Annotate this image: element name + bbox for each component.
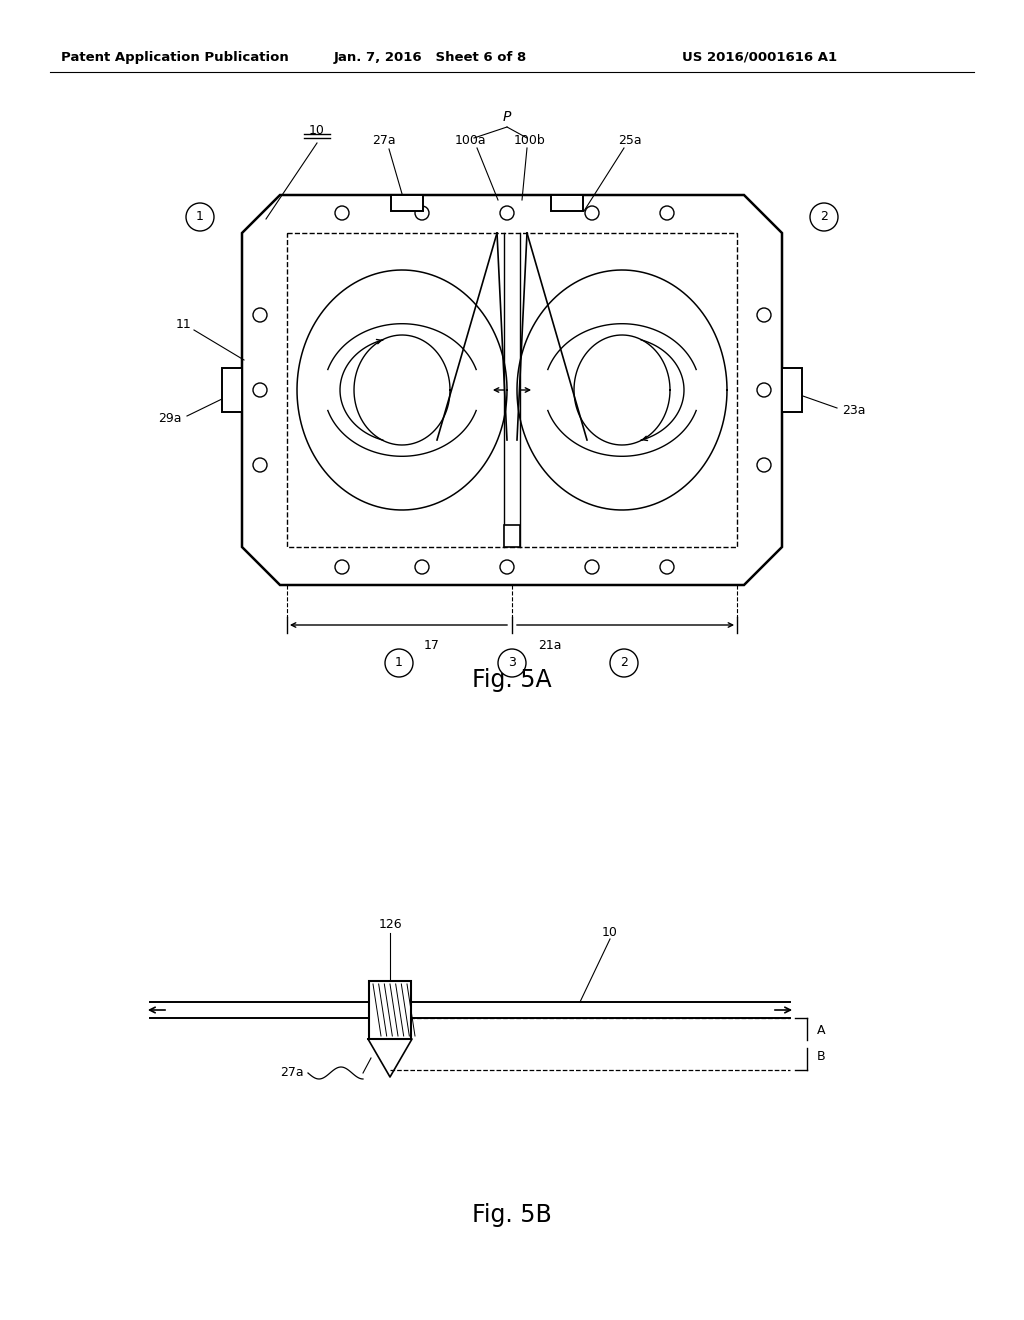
Text: Fig. 5A: Fig. 5A	[472, 668, 552, 692]
Bar	[391, 195, 423, 211]
Text: Fig. 5B: Fig. 5B	[472, 1203, 552, 1228]
Text: 21a: 21a	[539, 639, 562, 652]
Text: 2: 2	[621, 656, 628, 669]
Text: 25a: 25a	[618, 133, 642, 147]
Text: 17: 17	[424, 639, 440, 652]
Bar	[222, 368, 242, 412]
Text: 10: 10	[602, 925, 617, 939]
Text: US 2016/0001616 A1: US 2016/0001616 A1	[682, 50, 838, 63]
Bar	[551, 195, 583, 211]
Bar	[504, 525, 520, 546]
Text: 1: 1	[395, 656, 402, 669]
Text: 100b: 100b	[514, 133, 546, 147]
Text: A: A	[817, 1024, 825, 1038]
Text: 100a: 100a	[455, 133, 485, 147]
Text: 1: 1	[196, 210, 204, 223]
Text: P: P	[503, 110, 511, 124]
Text: 11: 11	[176, 318, 191, 331]
Text: 27a: 27a	[372, 133, 396, 147]
Text: 126: 126	[378, 919, 401, 932]
Text: Patent Application Publication: Patent Application Publication	[61, 50, 289, 63]
Text: Jan. 7, 2016   Sheet 6 of 8: Jan. 7, 2016 Sheet 6 of 8	[334, 50, 526, 63]
Text: B: B	[817, 1051, 825, 1064]
Bar	[782, 368, 802, 412]
Text: 29a: 29a	[159, 412, 181, 425]
Text: 3: 3	[508, 656, 516, 669]
Text: 2: 2	[820, 210, 828, 223]
Bar	[369, 981, 411, 1039]
Text: 27a: 27a	[280, 1067, 304, 1080]
Bar	[287, 234, 737, 546]
Text: 10: 10	[309, 124, 325, 136]
Text: 23a: 23a	[843, 404, 865, 417]
